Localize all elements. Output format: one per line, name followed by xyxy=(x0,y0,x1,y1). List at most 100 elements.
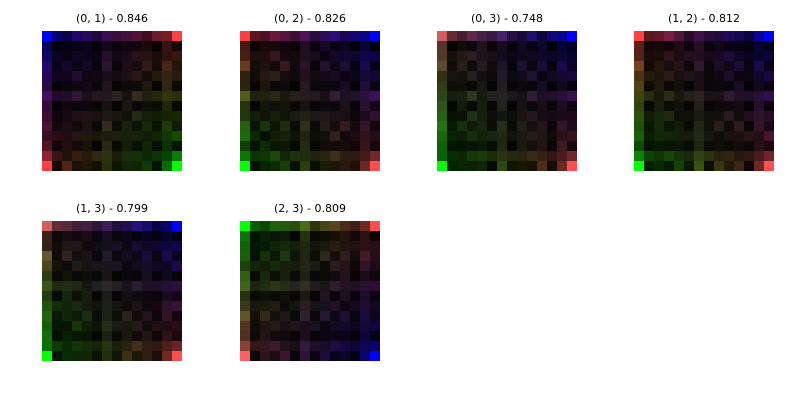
corner-cell xyxy=(172,161,182,171)
corner-cell xyxy=(370,161,380,171)
heatmap-cell xyxy=(704,51,715,62)
heatmap-cell xyxy=(517,81,528,92)
heatmap-cell xyxy=(567,101,577,112)
heatmap-cell xyxy=(92,341,103,352)
heatmap-cell xyxy=(330,341,341,352)
heatmap-cell xyxy=(350,51,361,62)
heatmap-cell xyxy=(734,111,745,122)
heatmap-cell xyxy=(734,91,745,102)
heatmap-cell xyxy=(52,341,63,352)
heatmap-cell xyxy=(290,101,301,112)
heatmap-cell xyxy=(547,91,558,102)
heatmap-cell xyxy=(300,41,311,52)
heatmap-cell xyxy=(644,51,655,62)
heatmap-cell xyxy=(330,231,341,242)
heatmap-cell xyxy=(567,131,577,142)
heatmap-cell xyxy=(92,291,103,302)
heatmap-cell xyxy=(764,71,774,82)
heatmap-cell xyxy=(447,101,458,112)
heatmap-cell xyxy=(457,121,468,132)
heatmap-cell xyxy=(497,111,508,122)
heatmap-cell xyxy=(240,71,251,82)
heatmap-cell xyxy=(360,251,371,262)
heatmap-cell xyxy=(350,161,361,171)
heatmap-cell xyxy=(644,61,655,72)
heatmap-cell xyxy=(634,131,645,142)
heatmap-cell xyxy=(547,131,558,142)
heatmap-cell xyxy=(694,91,705,102)
heatmap-cell xyxy=(62,71,73,82)
heatmap-cell xyxy=(82,51,93,62)
heatmap-cell xyxy=(517,161,528,171)
heatmap-cell xyxy=(477,121,488,132)
heatmap-cell xyxy=(280,301,291,312)
heatmap-cell xyxy=(112,251,123,262)
heatmap-cell xyxy=(152,281,163,292)
heatmap-cell xyxy=(350,151,361,162)
heatmap-tile xyxy=(634,31,774,171)
heatmap-cell xyxy=(754,121,765,132)
heatmap-cell xyxy=(734,31,745,42)
heatmap-cell xyxy=(557,151,568,162)
heatmap-cell xyxy=(360,151,371,162)
heatmap-cell xyxy=(152,71,163,82)
heatmap-cell xyxy=(112,151,123,162)
heatmap-cell xyxy=(567,41,577,52)
heatmap-cell xyxy=(340,31,351,42)
heatmap-cell xyxy=(437,151,448,162)
heatmap-cell xyxy=(270,131,281,142)
heatmap-cell xyxy=(320,331,331,342)
heatmap-cell xyxy=(290,341,301,352)
heatmap-cell xyxy=(112,321,123,332)
heatmap-cell xyxy=(280,251,291,262)
heatmap-cell xyxy=(537,111,548,122)
heatmap-cell xyxy=(300,331,311,342)
heatmap-cell xyxy=(507,51,518,62)
heatmap-cell xyxy=(280,231,291,242)
heatmap-cell xyxy=(320,241,331,252)
heatmap-cell xyxy=(250,81,261,92)
heatmap-cell xyxy=(684,71,695,82)
heatmap-cell xyxy=(704,121,715,132)
heatmap-cell xyxy=(260,81,271,92)
heatmap-cell xyxy=(714,161,725,171)
heatmap-cell xyxy=(467,41,478,52)
heatmap-cell xyxy=(142,331,153,342)
heatmap-cell xyxy=(370,41,380,52)
heatmap-cell xyxy=(694,151,705,162)
heatmap-cell xyxy=(172,301,182,312)
heatmap-cell xyxy=(734,51,745,62)
heatmap-cell xyxy=(447,51,458,62)
heatmap-cell xyxy=(250,311,261,322)
heatmap-cell xyxy=(557,51,568,62)
heatmap-cell xyxy=(42,271,53,282)
heatmap-cell xyxy=(132,251,143,262)
heatmap-cell xyxy=(360,291,371,302)
heatmap-cell xyxy=(162,231,173,242)
heatmap-cell xyxy=(172,261,182,272)
heatmap-cell xyxy=(82,291,93,302)
heatmap-cell xyxy=(82,91,93,102)
heatmap-cell xyxy=(704,41,715,52)
heatmap-cell xyxy=(62,221,73,232)
heatmap-cell xyxy=(340,251,351,262)
heatmap-cell xyxy=(527,111,538,122)
heatmap-cell xyxy=(744,101,755,112)
heatmap-cell xyxy=(162,31,173,42)
heatmap-cell xyxy=(172,291,182,302)
heatmap-cell xyxy=(102,231,113,242)
heatmap-cell xyxy=(290,351,301,361)
heatmap-cell xyxy=(172,121,182,132)
corner-cell xyxy=(42,351,53,361)
heatmap-cell xyxy=(497,121,508,132)
heatmap-cell xyxy=(340,331,351,342)
heatmap-cell xyxy=(537,41,548,52)
heatmap-cell xyxy=(437,81,448,92)
heatmap-cell xyxy=(684,61,695,72)
heatmap-cell xyxy=(290,71,301,82)
heatmap-cell xyxy=(92,271,103,282)
heatmap-cell xyxy=(52,161,63,171)
heatmap-cell xyxy=(52,151,63,162)
heatmap-cell xyxy=(280,111,291,122)
heatmap-cell xyxy=(152,301,163,312)
